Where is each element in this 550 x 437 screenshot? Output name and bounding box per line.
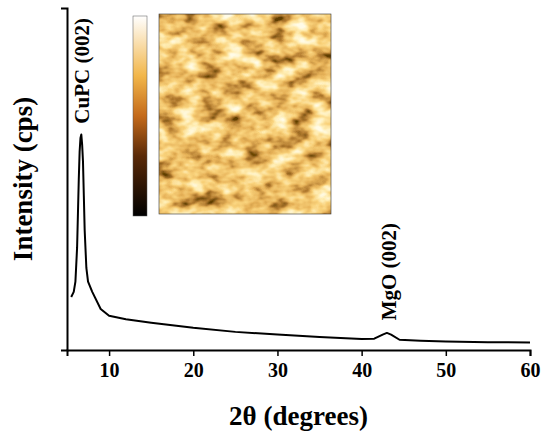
y-axis (61, 9, 68, 351)
inset (133, 14, 331, 216)
xrd-line (71, 135, 530, 343)
x-tick: 60 (521, 350, 541, 381)
x-tick-mark (277, 350, 279, 356)
x-axis-title: 2θ (degrees) (229, 401, 368, 431)
y-axis-title: Intensity (cps) (8, 97, 38, 261)
x-tick: 30 (268, 350, 288, 381)
inset-colorbar (133, 16, 147, 216)
inset-frame (159, 14, 331, 214)
x-tick-label: 20 (184, 359, 204, 381)
peak-annotation: CuPC (002) (70, 18, 94, 124)
x-tick-mark (361, 350, 363, 356)
x-tick-label: 60 (521, 359, 541, 381)
x-tick-mark (530, 350, 532, 356)
chart: 10 20 30 40 50 60 2θ (degrees) Intensity (cps) C… (0, 0, 550, 437)
peak-annotation: MgO (002) (377, 223, 401, 320)
y-axis-line (61, 9, 68, 351)
x-tick: 50 (436, 350, 456, 381)
x-tick-label: 40 (352, 359, 372, 381)
x-tick-mark (446, 350, 448, 356)
x-tick-label: 50 (436, 359, 456, 381)
x-tick-label: 30 (268, 359, 288, 381)
x-axis: 10 20 30 40 50 60 (68, 350, 541, 381)
inset-image (159, 14, 331, 214)
x-tick-mark (109, 350, 111, 356)
x-tick-mark (193, 350, 195, 356)
x-tick-label: 10 (100, 359, 120, 381)
series-group (71, 135, 530, 343)
x-tick: 10 (100, 350, 120, 381)
x-axis-line (68, 351, 531, 357)
x-tick: 40 (352, 350, 372, 381)
x-tick: 20 (184, 350, 204, 381)
plot-area: 10 20 30 40 50 60 (61, 9, 541, 382)
